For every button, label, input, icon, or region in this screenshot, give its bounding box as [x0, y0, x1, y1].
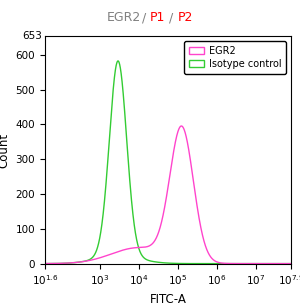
- Text: P1: P1: [150, 11, 165, 24]
- X-axis label: FITC-A: FITC-A: [150, 293, 186, 303]
- Text: EGR2: EGR2: [107, 11, 142, 24]
- Text: 653: 653: [23, 31, 43, 42]
- Y-axis label: Count: Count: [0, 132, 10, 168]
- Text: /: /: [142, 11, 150, 24]
- Text: /: /: [165, 11, 177, 24]
- Text: P2: P2: [177, 11, 193, 24]
- Legend: EGR2, Isotype control: EGR2, Isotype control: [184, 41, 286, 74]
